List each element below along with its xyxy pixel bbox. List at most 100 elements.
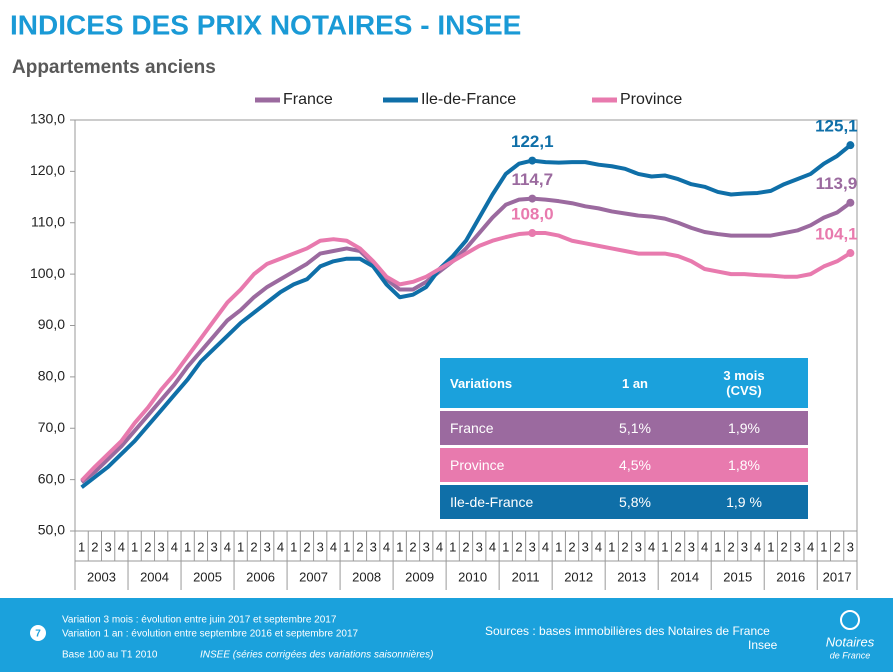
data-label: 125,1 [815,117,858,136]
header-cell: Variations [450,375,513,391]
x-tick-label: 2 [197,539,204,554]
logo: Notaires [826,634,875,649]
point [528,156,537,165]
x-tick-label: 3 [847,539,854,554]
x-tick-label: 4 [595,539,602,554]
x-tick-label: 2 [568,539,575,554]
sources: Sources : bases immobilières des Notaire… [485,624,770,638]
x-tick-label: 2 [144,539,151,554]
year-label: 2007 [299,569,328,584]
x-tick-label: 2 [91,539,98,554]
cell: 4,5% [619,457,651,473]
legend-label: Province [620,91,682,108]
x-tick-label: 1 [131,539,138,554]
cell: Ile-de-France [450,494,534,510]
x-tick-label: 4 [224,539,231,554]
x-tick-label: 3 [741,539,748,554]
y-tick-label: 120,0 [30,162,65,178]
x-tick-label: 2 [462,539,469,554]
point [846,198,855,207]
logo: de France [830,650,871,660]
y-tick-label: 60,0 [38,470,65,486]
page-badge [30,625,46,641]
legend-label: Ile-de-France [421,91,516,108]
header-cell: 1 an [621,375,648,391]
footer-band [0,598,893,672]
x-tick-label: 1 [343,539,350,554]
x-tick-label: 3 [582,539,589,554]
x-tick-label: 3 [317,539,324,554]
page-number: 7 [35,629,41,640]
header-line: 3 mois [723,368,765,383]
y-tick-label: 80,0 [38,368,65,384]
x-tick-label: 1 [502,539,509,554]
footer-note: INSEE (séries corrigées des variations s… [200,650,433,661]
x-tick-label: 2 [303,539,310,554]
series-line [80,196,852,484]
x-tick-label: 4 [330,539,337,554]
sources: Insee [748,638,778,652]
x-tick-label: 1 [608,539,615,554]
year-label: 2005 [193,569,222,584]
year-label: 2015 [723,569,752,584]
x-tick-label: 4 [542,539,549,554]
x-tick-label: 2 [356,539,363,554]
y-tick-label: 110,0 [31,213,65,229]
y-tick-label: 70,0 [38,419,65,435]
x-tick-label: 1 [237,539,244,554]
x-tick-label: 4 [807,539,814,554]
x-tick-label: 4 [701,539,708,554]
cell: 1,8% [728,457,760,473]
year-label: 2006 [246,569,275,584]
logo-icon [840,610,860,630]
legend-label: France [283,91,333,108]
x-tick-label: 3 [635,539,642,554]
year-label: 2012 [564,569,593,584]
table-row: France 5,1% 1,9% [440,411,808,445]
year-label: 2003 [87,569,116,584]
x-tick-label: 4 [118,539,125,554]
x-tick-label: 4 [648,539,655,554]
cell: 1,9% [728,420,760,436]
cell: 5,1% [619,420,651,436]
chart-subtitle: Appartements anciens [12,57,216,78]
header-cell: 3 mois (CVS) [680,368,808,398]
x-tick-label: 3 [105,539,112,554]
x-tick-label: 3 [158,539,165,554]
x-tick-label: 3 [423,539,430,554]
x-tick-label: 3 [370,539,377,554]
y-tick-label: 100,0 [30,265,65,281]
x-tick-label: 1 [820,539,827,554]
year-label: 2017 [823,569,852,584]
x-tick-label: 1 [767,539,774,554]
data-label: 122,1 [511,132,554,151]
chart-title: INDICES DES PRIX NOTAIRES - INSEE [10,9,521,40]
y-tick-label: 50,0 [38,522,65,538]
x-tick-label: 3 [264,539,271,554]
year-label: 2014 [670,569,699,584]
data-label: 104,1 [815,225,858,244]
x-tick-label: 2 [621,539,628,554]
x-tick-label: 2 [727,539,734,554]
year-label: 2004 [140,569,169,584]
x-tick-label: 3 [529,539,536,554]
year-label: 2013 [617,569,646,584]
x-tick-label: 1 [290,539,297,554]
x-tick-label: 2 [834,539,841,554]
x-tick-label: 3 [211,539,218,554]
x-tick-label: 2 [674,539,681,554]
x-tick-label: 2 [780,539,787,554]
year-label: 2011 [512,569,540,584]
x-tick-label: 1 [714,539,721,554]
variations-table: Variations 1 an 3 mois (CVS) France 5,1% … [440,358,808,522]
series-line [80,231,852,483]
x-tick-label: 1 [396,539,403,554]
y-tick-label: 130,0 [30,111,65,127]
table-row: Ile-de-France 5,8% 1,9 % [440,485,808,519]
x-tick-label: 4 [383,539,390,554]
cell: 5,8% [619,494,651,510]
series-line [80,143,852,489]
footer-note: Variation 1 an : évolution entre septemb… [62,629,359,640]
